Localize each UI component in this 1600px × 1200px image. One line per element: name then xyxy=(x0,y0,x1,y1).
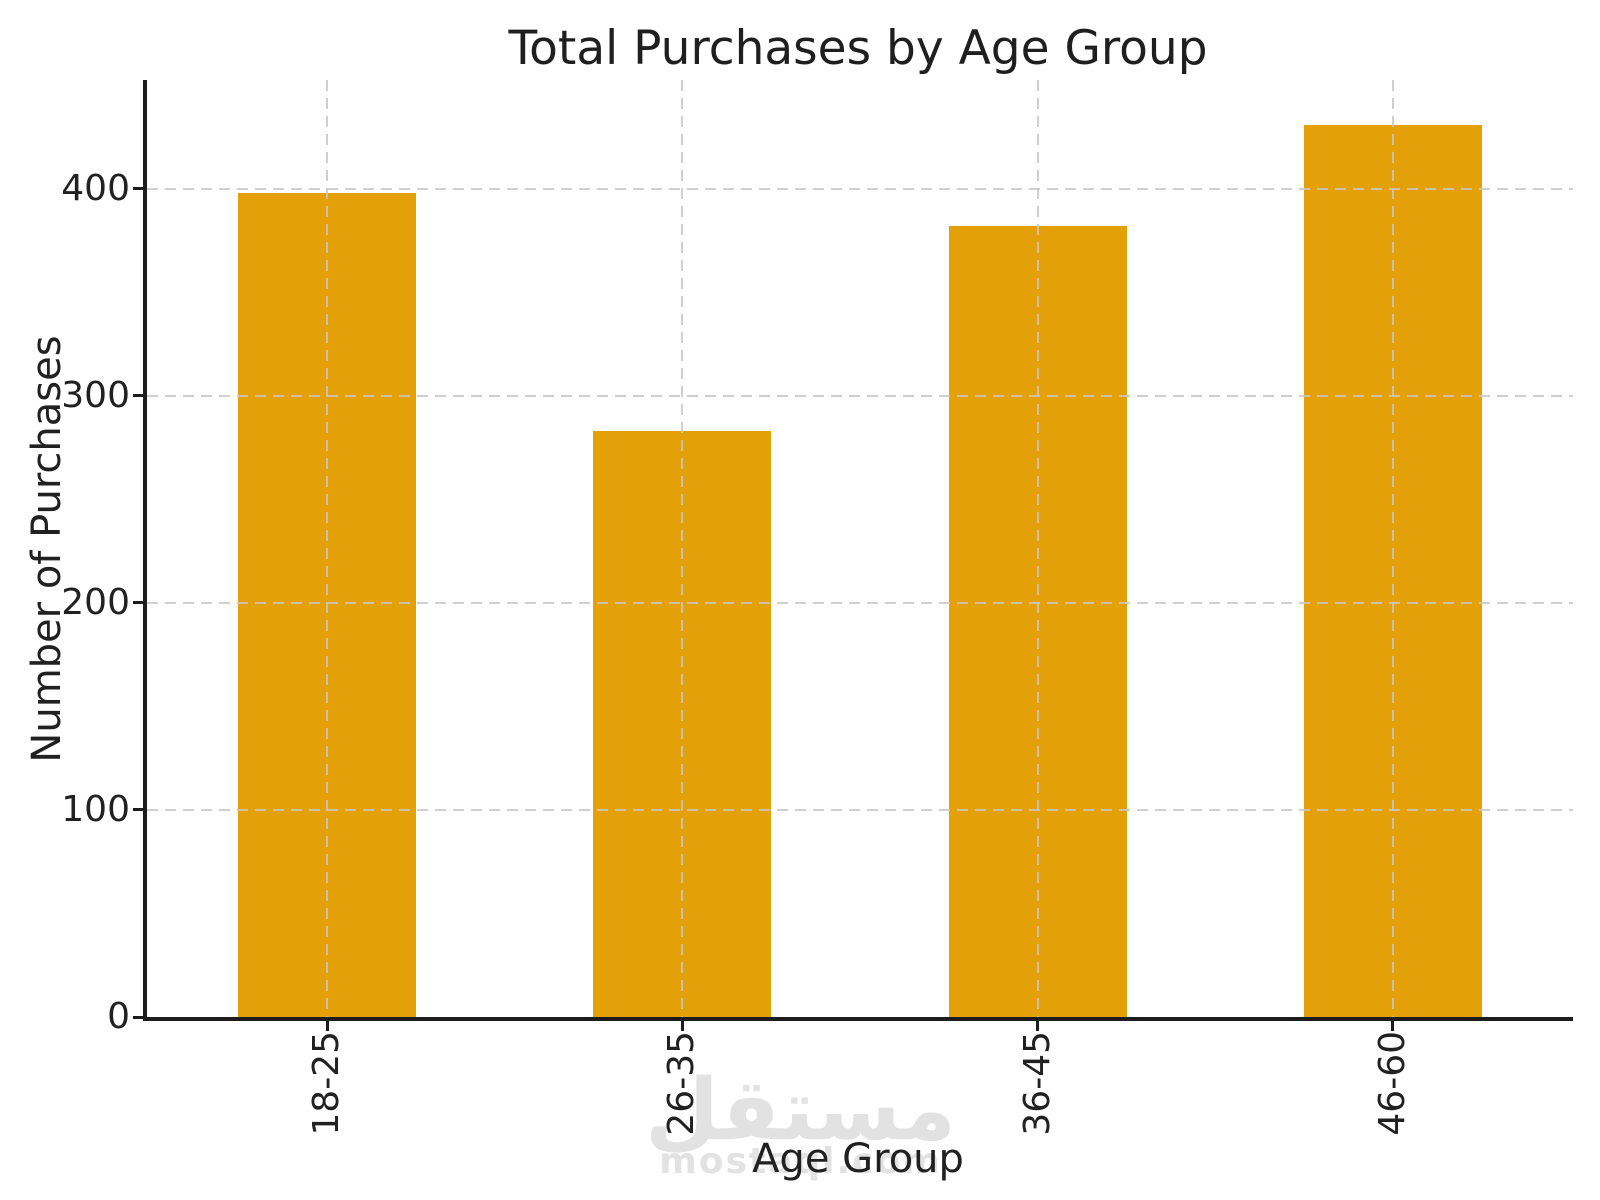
x-axis-spine xyxy=(143,1017,1573,1021)
y-axis-spine xyxy=(143,80,147,1021)
x-tick-label-18-25: 18-25 xyxy=(306,1031,348,1136)
chart-title: Total Purchases by Age Group xyxy=(508,21,1208,76)
y-tick-label-300: 300 xyxy=(61,374,130,416)
x-tick-label-36-45: 36-45 xyxy=(1016,1031,1058,1136)
gridline-y-200 xyxy=(147,601,1573,604)
x-tick-label-26-35: 26-35 xyxy=(661,1031,703,1136)
y-tick-label-400: 400 xyxy=(61,167,130,209)
x-tick-18-25 xyxy=(325,1021,329,1031)
y-tick-300 xyxy=(133,394,143,398)
y-tick-label-200: 200 xyxy=(61,581,130,623)
gridline-y-100 xyxy=(147,808,1573,811)
y-axis-title: Number of Purchases xyxy=(24,335,70,763)
x-axis-title: Age Group xyxy=(752,1136,964,1182)
watermark-arabic-text: مستقل xyxy=(645,1061,956,1160)
watermark-url-text: mostaql.com xyxy=(659,1141,942,1182)
y-tick-200 xyxy=(133,601,143,605)
gridline-y-300 xyxy=(147,394,1573,397)
gridline-y-400 xyxy=(147,187,1573,190)
x-tick-label-46-60: 46-60 xyxy=(1371,1031,1413,1136)
y-tick-400 xyxy=(133,187,143,191)
y-tick-label-0: 0 xyxy=(107,996,130,1037)
y-tick-label-100: 100 xyxy=(61,788,130,830)
x-tick-46-60 xyxy=(1391,1021,1395,1031)
gridline-x-26-35 xyxy=(681,80,684,1017)
watermark: مستقل mostaql.com xyxy=(0,1061,1600,1182)
gridline-x-46-60 xyxy=(1391,80,1394,1017)
gridline-x-18-25 xyxy=(326,80,329,1017)
y-tick-0 xyxy=(133,1015,143,1019)
y-tick-100 xyxy=(133,808,143,812)
gridline-x-36-45 xyxy=(1036,80,1039,1017)
x-tick-26-35 xyxy=(680,1021,684,1031)
x-tick-36-45 xyxy=(1036,1021,1040,1031)
